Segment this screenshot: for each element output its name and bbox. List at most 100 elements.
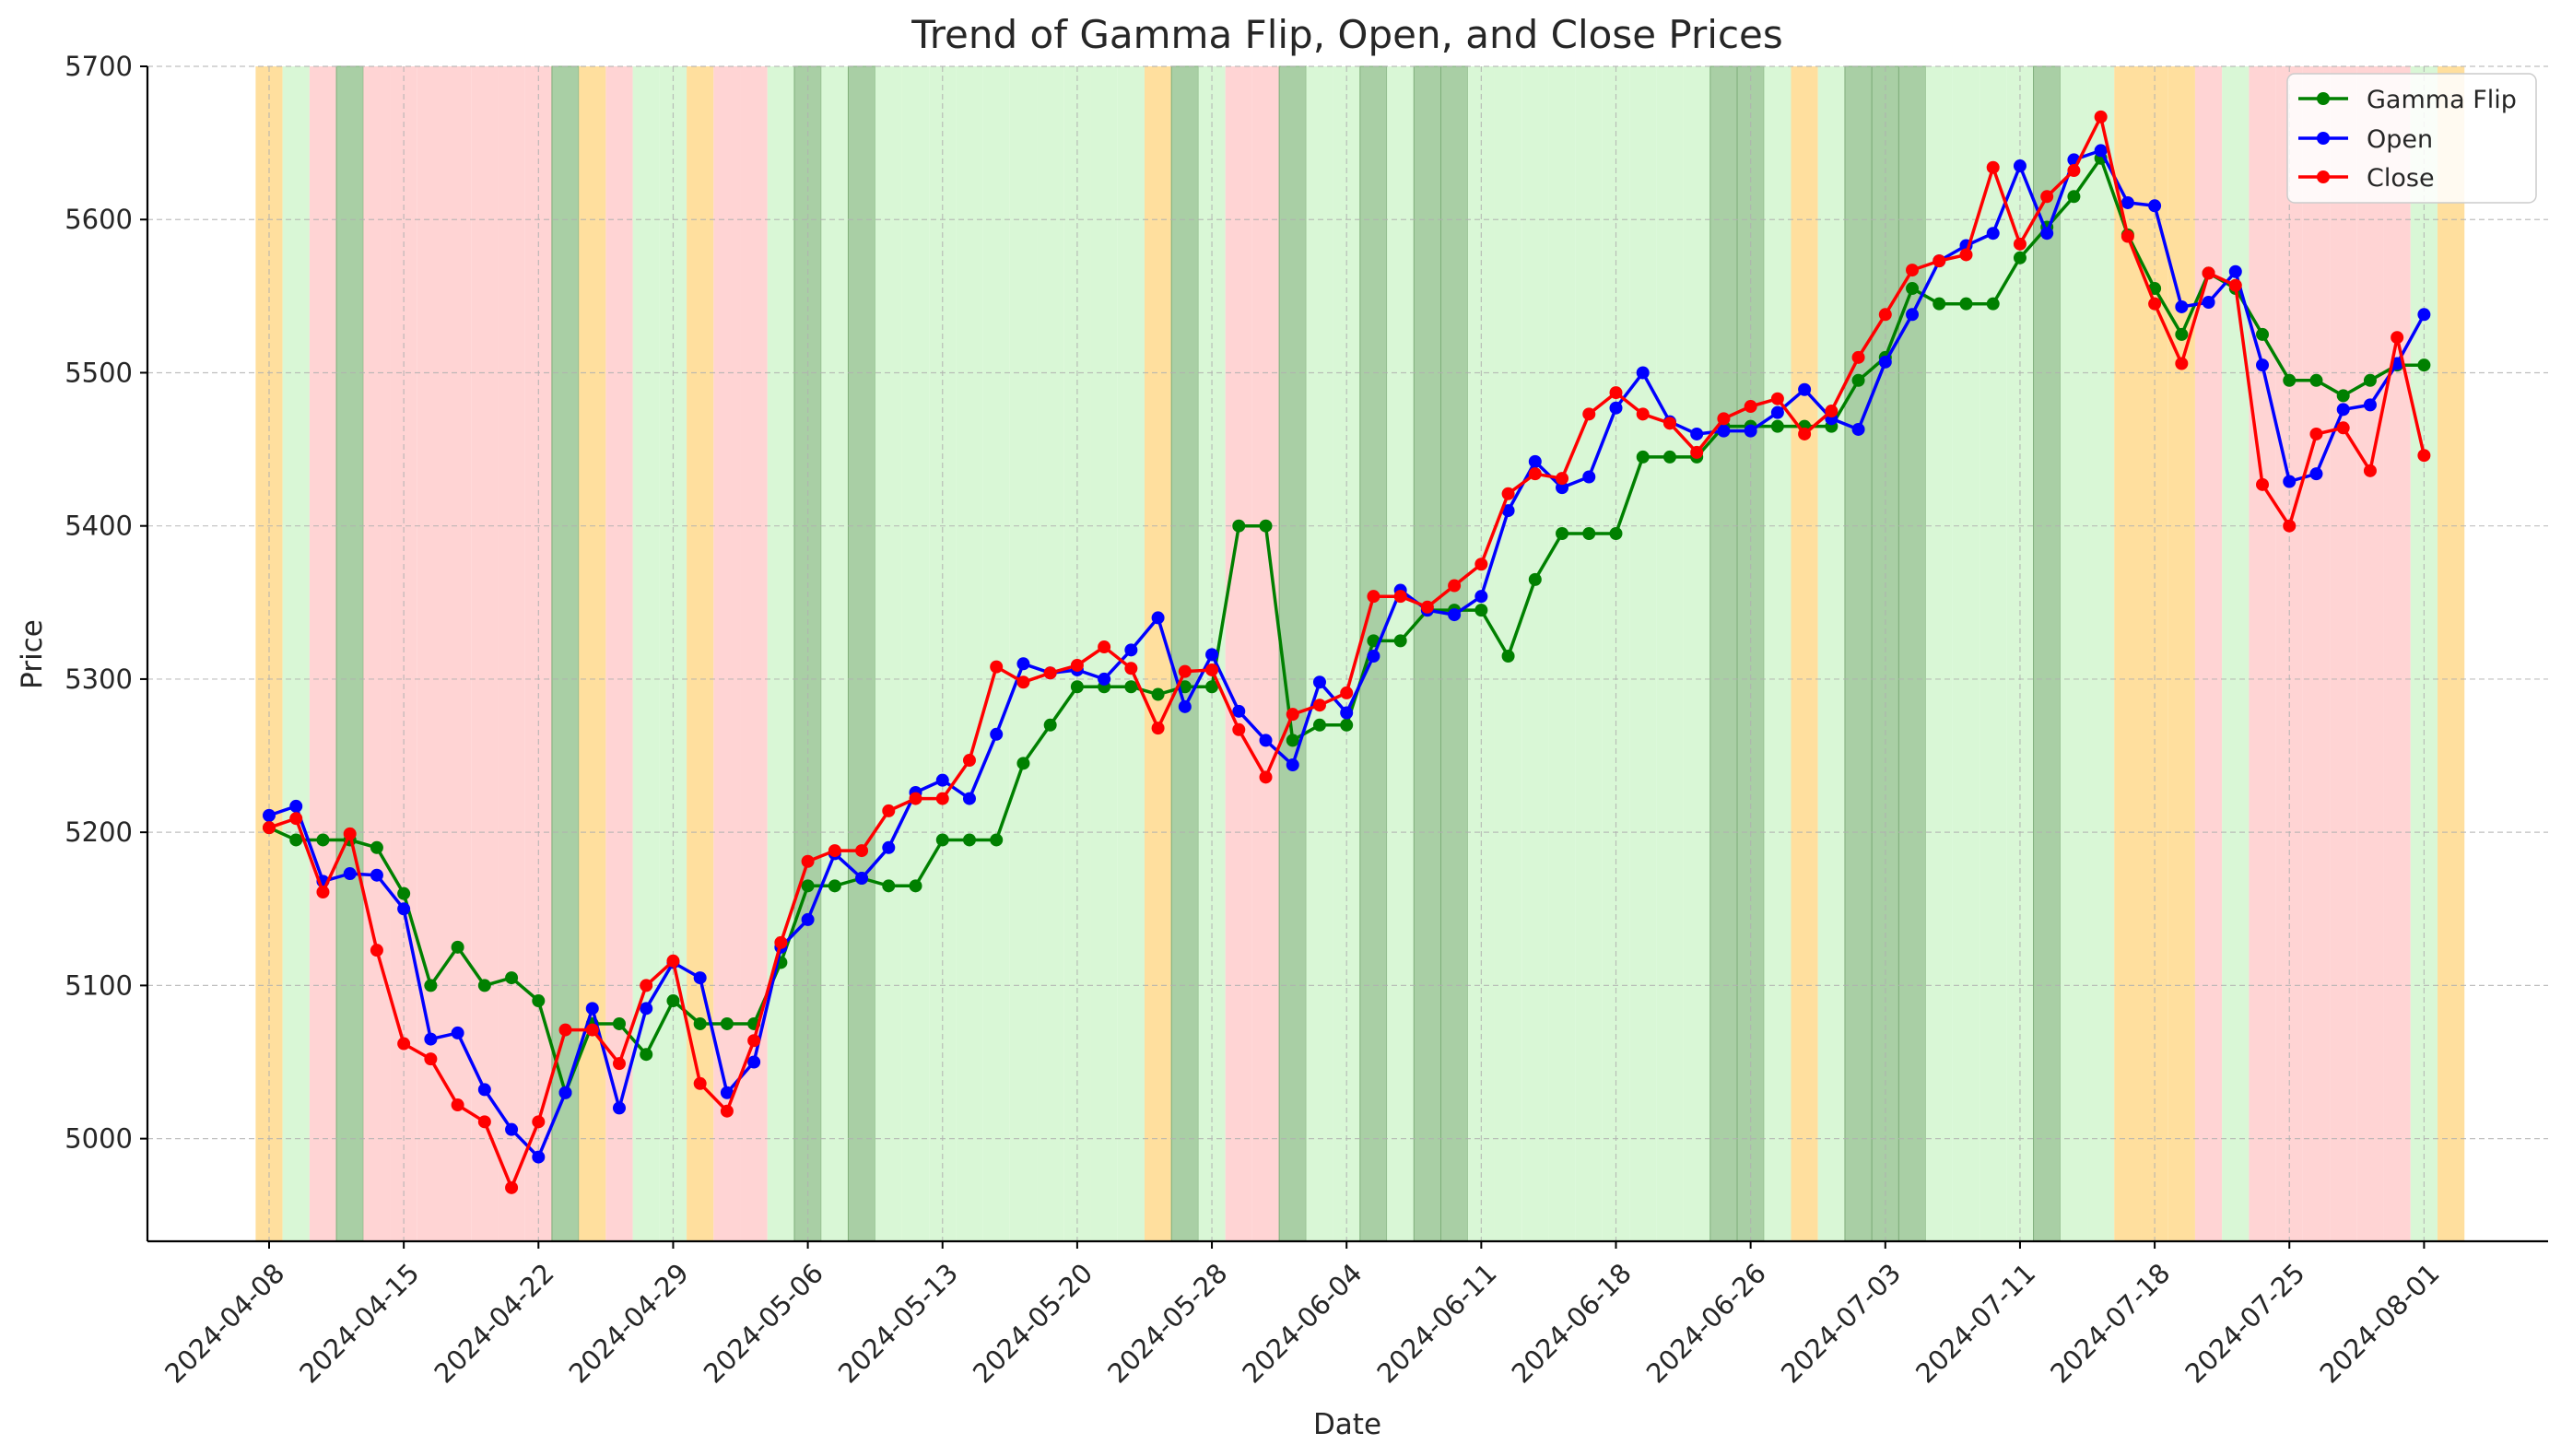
data-point-close — [882, 804, 896, 817]
band-green — [1629, 66, 1657, 1241]
data-point-gamma-flip — [1286, 734, 1299, 747]
band-dark-green — [1278, 65, 1307, 1242]
data-point-close — [2094, 110, 2108, 123]
data-point-gamma-flip — [882, 879, 896, 893]
data-point-close — [640, 979, 653, 992]
band-yellow — [1791, 66, 1818, 1241]
data-point-open — [2363, 398, 2377, 412]
data-point-close — [1340, 686, 1354, 699]
data-point-gamma-flip — [1259, 519, 1273, 533]
data-point-open — [1906, 308, 1920, 322]
data-point-close — [397, 1037, 411, 1051]
data-point-close — [1178, 664, 1192, 678]
data-point-open — [505, 1122, 519, 1136]
band-green — [821, 66, 849, 1241]
x-ticks: 2024-04-08 2024-04-15 2024-04-22 2024-04-29… — [159, 1241, 2446, 1390]
data-point-close — [855, 844, 869, 858]
data-point-open — [1798, 382, 1812, 396]
data-point-open — [2120, 195, 2134, 209]
data-point-close — [2175, 357, 2189, 370]
band-red — [2249, 66, 2276, 1241]
data-point-gamma-flip — [666, 994, 680, 1008]
x-tick-label: 2024-04-29 — [563, 1257, 695, 1389]
data-point-open — [747, 1055, 761, 1069]
data-point-gamma-flip — [1959, 297, 1973, 311]
data-point-close — [1367, 590, 1380, 604]
x-tick-label: 2024-04-08 — [159, 1257, 290, 1389]
data-point-close — [1312, 699, 1326, 712]
band-dark-green — [1709, 65, 1738, 1242]
data-point-gamma-flip — [1528, 572, 1542, 586]
band-dark-green — [1440, 65, 1469, 1242]
band-yellow — [2438, 66, 2465, 1241]
data-point-open — [1367, 649, 1380, 663]
band-dark-green — [551, 65, 580, 1242]
data-point-open — [1556, 481, 1569, 495]
data-point-open — [558, 1086, 572, 1099]
data-point-gamma-flip — [935, 833, 949, 847]
data-point-close — [693, 1076, 707, 1090]
band-red — [2302, 66, 2331, 1241]
data-point-close — [828, 844, 841, 858]
data-point-close — [2040, 190, 2054, 204]
data-point-gamma-flip — [909, 879, 922, 893]
data-point-close — [316, 885, 330, 898]
data-point-close — [962, 754, 976, 768]
data-point-open — [801, 912, 815, 926]
band-green — [901, 66, 930, 1241]
data-point-close — [2148, 297, 2162, 311]
data-point-open — [1151, 611, 1165, 625]
data-point-close — [612, 1057, 626, 1071]
band-dark-green — [1170, 65, 1199, 1242]
data-point-open — [1851, 422, 1865, 436]
data-point-close — [1906, 264, 1920, 277]
data-point-close — [1959, 248, 1973, 262]
data-point-close — [1878, 308, 1892, 322]
data-point-open — [263, 808, 276, 822]
band-green — [282, 66, 310, 1241]
x-tick-label: 2024-06-11 — [1371, 1257, 1503, 1389]
data-point-gamma-flip — [1178, 680, 1192, 694]
band-red — [2330, 66, 2357, 1241]
band-red — [498, 66, 525, 1241]
chart-title: Trend of Gamma Flip, Open, and Close Pri… — [910, 12, 1783, 57]
data-point-close — [370, 944, 383, 957]
data-point-close — [424, 1052, 438, 1066]
band-red — [1225, 66, 1252, 1241]
data-point-open — [1770, 405, 1784, 419]
data-point-open — [1878, 355, 1892, 369]
data-point-close — [1448, 579, 1462, 593]
band-yellow — [1144, 66, 1172, 1241]
band-red — [443, 66, 472, 1241]
x-tick-label: 2024-07-11 — [1909, 1257, 2041, 1389]
band-green — [1764, 66, 1792, 1241]
data-point-close — [2336, 421, 2350, 435]
data-point-open — [2256, 358, 2270, 372]
data-point-open — [1098, 672, 1111, 686]
data-point-close — [1098, 640, 1111, 654]
band-green — [875, 66, 902, 1241]
data-point-open — [343, 867, 357, 881]
band-green — [1656, 66, 1684, 1241]
data-point-open — [289, 799, 303, 813]
data-point-close — [1986, 160, 2000, 174]
data-point-open — [532, 1150, 546, 1164]
data-point-close — [801, 854, 815, 868]
band-red — [2194, 66, 2223, 1241]
data-point-close — [1556, 472, 1569, 486]
band-yellow — [579, 66, 606, 1241]
legend-label-open: Open — [2367, 125, 2433, 154]
y-ticks: 5000 5100 5200 5300 5400 5500 5600 5700 — [65, 51, 147, 1155]
y-tick-label: 5300 — [65, 663, 133, 695]
data-point-gamma-flip — [397, 887, 411, 900]
data-point-open — [2417, 308, 2431, 322]
data-point-close — [1636, 407, 1650, 421]
data-point-close — [2363, 464, 2377, 477]
band-green — [767, 66, 794, 1241]
band-dark-green — [1844, 65, 1873, 1242]
data-point-open — [2336, 403, 2350, 417]
data-point-open — [1501, 504, 1515, 518]
data-point-open — [1016, 657, 1030, 671]
data-point-close — [505, 1180, 519, 1194]
